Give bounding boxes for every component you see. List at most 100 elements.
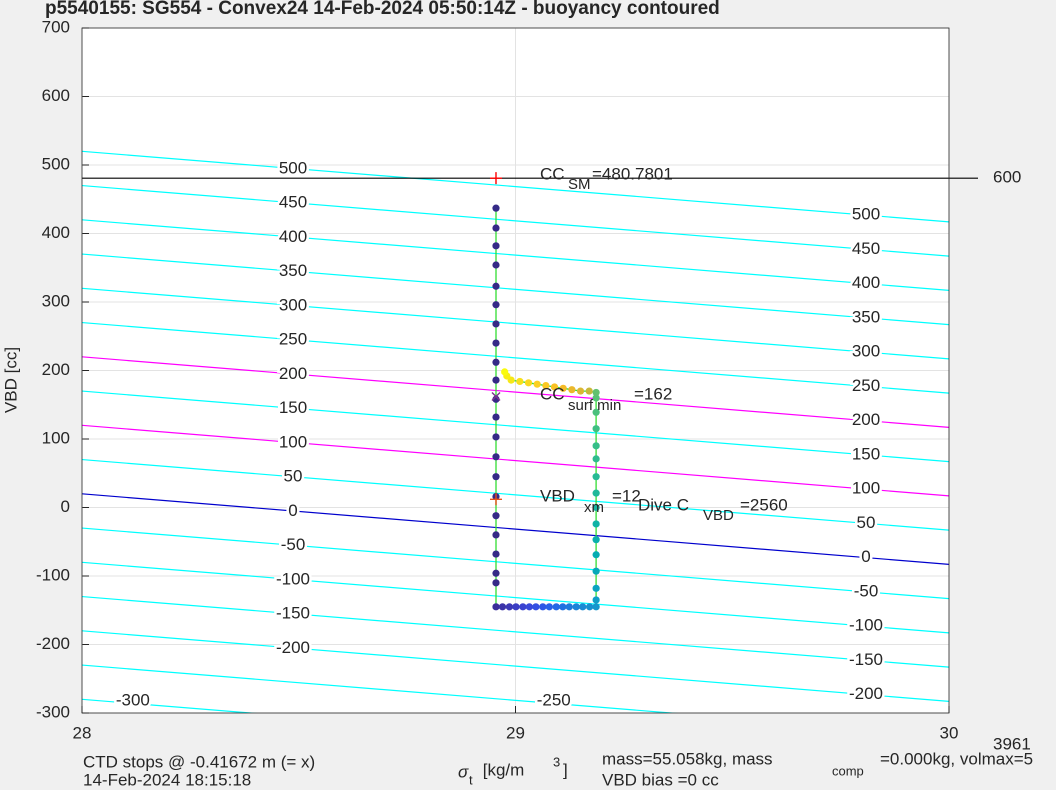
contour-label: -50 [281,535,306,554]
contour-label: -150 [849,650,883,669]
data-point [572,603,580,611]
data-point [552,603,560,611]
data-point [492,204,500,212]
data-point [592,408,600,416]
data-point [592,603,600,611]
annotation: =12 [612,486,641,505]
contour-line [82,561,949,634]
contour-label: -100 [849,616,883,635]
contour-line [82,219,949,291]
footnote: VBD bias =0 cc [602,770,719,789]
data-point [568,386,576,394]
x-axis-label: ] [563,760,568,779]
contour-label: 250 [279,330,307,349]
data-point [492,413,500,421]
contour-label: 450 [852,239,880,258]
contour-label: 300 [279,295,307,314]
contour-line [82,698,258,713]
data-point [559,603,567,611]
data-point [516,377,524,386]
chart-title: p5540155: SG554 - Convex24 14-Feb-2024 0… [45,0,720,19]
contour-line [82,664,679,713]
y-tick-label: 600 [42,86,70,105]
data-point [492,224,500,232]
data-point [533,380,541,388]
data-point [592,394,600,402]
contour-label: 400 [852,273,880,292]
data-point [501,368,509,376]
data-point [592,567,600,575]
data-point [492,358,500,366]
x-axis-label: σ [458,762,469,781]
annotation: CC [540,384,565,403]
data-point [492,376,500,384]
data-point [492,473,500,481]
contour-label: 350 [279,261,307,280]
x-axis-label: 3 [553,754,560,769]
contours [82,150,949,713]
data-point [576,387,585,395]
data-point [592,536,600,544]
data-point [492,531,500,539]
contour-line [82,595,949,668]
contour-label: 150 [279,398,307,417]
contour-label: 500 [852,205,880,224]
data-point [492,603,500,611]
contour-line [82,150,949,223]
data-point [586,603,594,611]
annotation: VBD [540,486,575,505]
data-point [492,453,500,461]
contour-label: 200 [279,364,307,383]
x-tick-label: 30 [940,723,959,742]
data-point [559,384,567,392]
y-axis-label: VBD [cc] [1,347,20,413]
contour-line [82,287,949,360]
annotation: =480.7801 [592,164,673,183]
contour-line [82,527,949,600]
data-point [565,603,573,611]
data-point [492,261,500,269]
data-point [585,387,593,395]
footnote: CTD stops @ -0.41672 m (= x) [83,752,315,771]
contour-line [82,424,949,497]
contour-line [82,321,949,394]
data-point [492,242,500,250]
y-tick-label: -200 [36,634,70,653]
data-point [592,442,600,450]
contour-line [82,253,949,326]
data-point [505,603,514,611]
contour-label: -50 [854,581,879,600]
data-point [550,383,559,391]
data-point [498,603,507,611]
y-tick-label: -100 [36,565,70,584]
contour-line [82,184,949,257]
data-point [592,503,600,512]
footnote: 14-Feb-2024 18:15:18 [83,770,251,789]
data-point [492,550,500,558]
data-point [539,603,547,611]
data-point [492,282,500,290]
contour-label: -150 [276,604,310,623]
contour-line [82,356,949,428]
data-point [492,433,500,441]
contour-label: -200 [849,684,883,703]
annotation: Dive C [638,495,689,514]
y-tick-label: 700 [42,17,70,36]
y-tick-label: 200 [42,360,70,379]
data-point [492,339,500,347]
y-tick-label: 300 [42,291,70,310]
data-point [592,520,600,528]
data-point [542,381,550,390]
contour-label: 100 [852,479,880,498]
data-point [492,569,500,577]
contour-label: 150 [852,444,880,463]
data-point [524,379,533,387]
contour-line [82,630,949,702]
marker [491,392,501,402]
contour-line [82,493,949,565]
data-point [532,603,540,611]
contour-label: 50 [284,467,303,486]
